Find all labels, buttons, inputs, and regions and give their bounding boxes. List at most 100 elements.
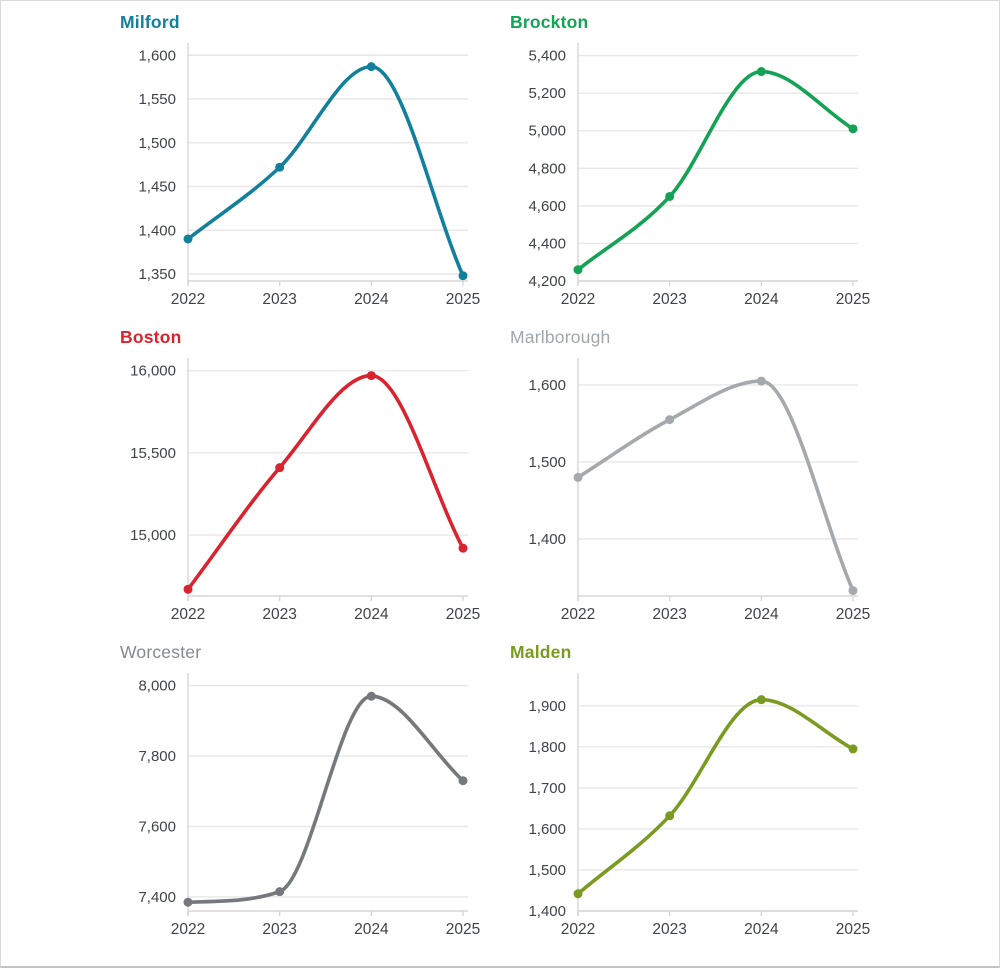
data-point-marker bbox=[458, 776, 468, 786]
data-point-marker bbox=[183, 234, 193, 244]
data-point-marker bbox=[665, 415, 675, 425]
x-axis-label: 2022 bbox=[561, 606, 595, 623]
line-path bbox=[186, 64, 465, 278]
y-axis-tick-label: 8,000 bbox=[138, 678, 176, 695]
x-axis-label: 2024 bbox=[744, 921, 779, 938]
x-axis-label: 2024 bbox=[744, 606, 779, 623]
chart-title-milford: Milford bbox=[120, 12, 180, 32]
x-axis-label: 2023 bbox=[652, 291, 686, 308]
y-axis-tick-label: 1,550 bbox=[138, 91, 176, 108]
data-point-marker bbox=[756, 695, 766, 705]
chart-title-marlborough: Marlborough bbox=[510, 327, 611, 347]
chart-title-brockton: Brockton bbox=[510, 12, 589, 32]
x-axis-label: 2025 bbox=[836, 291, 870, 308]
y-axis-tick-label: 1,900 bbox=[528, 698, 566, 715]
y-axis-tick-label: 15,500 bbox=[130, 445, 176, 462]
data-point-marker bbox=[756, 67, 766, 77]
data-point-marker bbox=[458, 271, 468, 281]
y-axis-tick-label: 1,500 bbox=[528, 454, 566, 471]
line-path bbox=[576, 69, 855, 272]
y-axis-tick-label: 1,500 bbox=[138, 135, 176, 152]
y-axis-tick-label: 5,000 bbox=[528, 123, 566, 140]
chart-boston: Boston 15,000 15,500 16,000 2022 2023 2024 202… bbox=[101, 318, 491, 633]
x-axis-label: 2024 bbox=[354, 921, 389, 938]
y-axis-tick-label: 4,400 bbox=[528, 235, 566, 252]
chart-title-worcester: Worcester bbox=[120, 642, 202, 662]
chart-title-malden: Malden bbox=[510, 642, 572, 662]
data-point-marker bbox=[275, 887, 285, 897]
x-axis-label: 2023 bbox=[652, 921, 686, 938]
x-axis-label: 2025 bbox=[836, 606, 870, 623]
x-axis-label: 2023 bbox=[262, 606, 296, 623]
x-axis-label: 2022 bbox=[171, 921, 205, 938]
y-axis-tick-label: 1,600 bbox=[138, 47, 176, 64]
data-point-marker bbox=[756, 376, 766, 386]
y-axis-tick-label: 4,800 bbox=[528, 160, 566, 177]
x-axis-label: 2025 bbox=[446, 921, 480, 938]
y-axis-tick-label: 1,500 bbox=[528, 862, 566, 879]
data-point-marker bbox=[665, 191, 675, 201]
data-point-marker bbox=[366, 62, 376, 72]
data-point-marker bbox=[848, 124, 858, 134]
x-axis-label: 2023 bbox=[262, 291, 296, 308]
data-point-marker bbox=[366, 371, 376, 381]
x-axis-label: 2025 bbox=[836, 921, 870, 938]
small-multiples-grid: Milford 1,350 1,400 1,450 1,500 1,550 1,600 20… bbox=[101, 3, 881, 948]
y-axis-tick-label: 1,800 bbox=[528, 739, 566, 756]
y-axis-tick-label: 7,800 bbox=[138, 748, 176, 765]
line-chart-malden: 1,400 1,500 1,600 1,700 1,800 1,900 2022 2023 20… bbox=[528, 673, 870, 938]
x-axis-label: 2022 bbox=[171, 291, 205, 308]
line-chart-boston: 15,000 15,500 16,000 2022 2023 2024 2025 bbox=[130, 358, 480, 623]
x-axis-label: 2022 bbox=[561, 291, 595, 308]
line-path bbox=[186, 694, 465, 904]
chart-worcester: Worcester 7,400 7,600 7,800 8,000 2022 2023 20… bbox=[101, 633, 491, 948]
y-axis-tick-label: 1,400 bbox=[528, 531, 566, 548]
x-axis-label: 2024 bbox=[354, 606, 389, 623]
x-axis-label: 2022 bbox=[561, 921, 595, 938]
y-axis-tick-label: 1,600 bbox=[528, 377, 566, 394]
y-axis-tick-label: 1,400 bbox=[138, 222, 176, 239]
line-chart-marlborough: 1,400 1,500 1,600 2022 2023 2024 2025 bbox=[528, 358, 870, 623]
x-axis-label: 2023 bbox=[262, 921, 296, 938]
chart-brockton: Brockton 4,200 4,400 4,600 4,800 5,000 5,200 5… bbox=[491, 3, 881, 318]
y-axis-tick-label: 7,600 bbox=[138, 819, 176, 836]
y-axis-tick-label: 4,600 bbox=[528, 198, 566, 215]
chart-marlborough: Marlborough 1,400 1,500 1,600 2022 2023 2024 2… bbox=[491, 318, 881, 633]
y-axis-tick-label: 5,200 bbox=[528, 85, 566, 102]
y-axis-tick-label: 1,350 bbox=[138, 266, 176, 283]
x-axis-label: 2023 bbox=[652, 606, 686, 623]
y-axis-tick-label: 1,600 bbox=[528, 821, 566, 838]
data-point-marker bbox=[573, 889, 583, 899]
line-chart-milford: 1,350 1,400 1,450 1,500 1,550 1,600 2022 2023 20… bbox=[138, 43, 480, 308]
data-point-marker bbox=[848, 586, 858, 596]
line-path bbox=[576, 379, 855, 593]
chart-malden: Malden 1,400 1,500 1,600 1,700 1,800 1,900 202… bbox=[491, 633, 881, 948]
line-chart-worcester: 7,400 7,600 7,800 8,000 2022 2023 2024 2025 bbox=[138, 673, 480, 938]
x-axis-label: 2024 bbox=[354, 291, 389, 308]
y-axis-tick-label: 1,700 bbox=[528, 780, 566, 797]
y-axis-tick-label: 1,450 bbox=[138, 179, 176, 196]
y-axis-tick-label: 1,400 bbox=[528, 903, 566, 920]
data-point-marker bbox=[183, 897, 193, 907]
x-axis-label: 2022 bbox=[171, 606, 205, 623]
y-axis-tick-label: 7,400 bbox=[138, 889, 176, 906]
y-axis-tick-label: 16,000 bbox=[130, 363, 176, 380]
data-point-marker bbox=[366, 691, 376, 701]
data-point-marker bbox=[665, 811, 675, 821]
y-axis-tick-label: 4,200 bbox=[528, 273, 566, 290]
data-point-marker bbox=[183, 584, 193, 594]
data-point-marker bbox=[848, 744, 858, 754]
x-axis-label: 2025 bbox=[446, 606, 480, 623]
data-point-marker bbox=[573, 265, 583, 275]
chart-title-boston: Boston bbox=[120, 327, 182, 347]
line-chart-brockton: 4,200 4,400 4,600 4,800 5,000 5,200 5,400 2022 2… bbox=[528, 43, 870, 308]
x-axis-label: 2025 bbox=[446, 291, 480, 308]
data-point-marker bbox=[458, 543, 468, 553]
line-path bbox=[576, 697, 855, 896]
data-point-marker bbox=[275, 463, 285, 473]
chart-milford: Milford 1,350 1,400 1,450 1,500 1,550 1,600 20… bbox=[101, 3, 491, 318]
y-axis-tick-label: 5,400 bbox=[528, 48, 566, 65]
x-axis-label: 2024 bbox=[744, 291, 779, 308]
data-point-marker bbox=[275, 162, 285, 172]
y-axis-tick-label: 15,000 bbox=[130, 527, 176, 544]
